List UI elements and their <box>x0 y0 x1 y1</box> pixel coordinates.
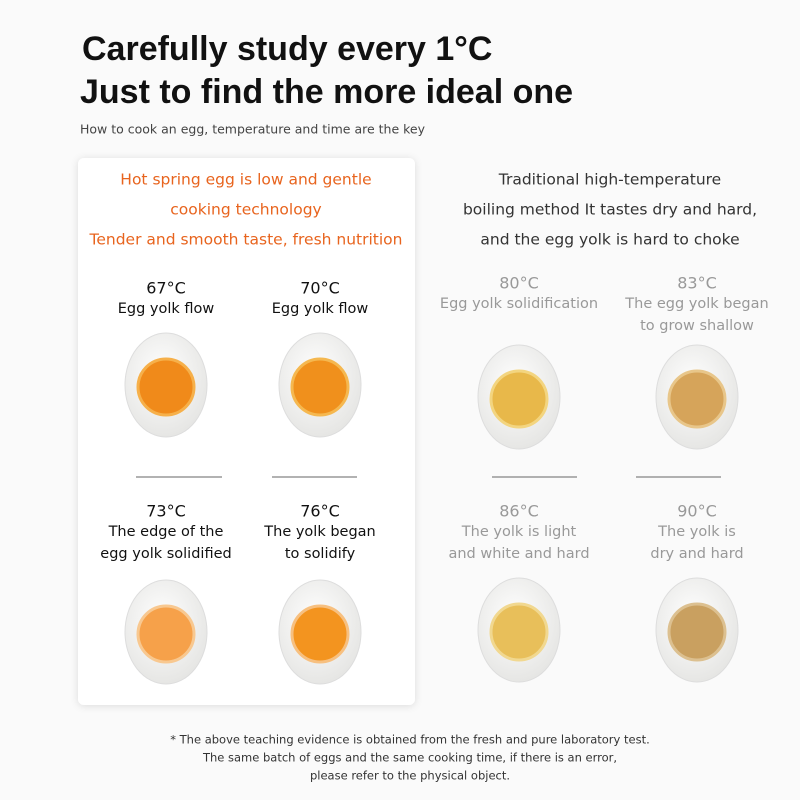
egg-temperature: 76°C <box>300 502 340 521</box>
egg-label: The egg yolk began <box>624 296 768 312</box>
egg-yolk <box>290 357 350 417</box>
egg-yolk <box>667 369 727 429</box>
footnote: * The above teaching evidence is obtaine… <box>170 733 650 747</box>
title-line: Carefully study every 1°C <box>82 30 492 68</box>
egg-label: and white and hard <box>448 546 589 562</box>
egg-label: Egg yolk flow <box>272 301 369 317</box>
panel-heading: boiling method It tastes dry and hard, <box>463 201 757 219</box>
egg-label: to solidify <box>285 546 356 562</box>
egg-yolk <box>136 357 196 417</box>
panel-heading: cooking technology <box>170 201 321 219</box>
subtitle: How to cook an egg, temperature and time… <box>80 122 426 137</box>
egg-label: Egg yolk flow <box>118 301 215 317</box>
panel-heading: and the egg yolk is hard to choke <box>480 231 739 249</box>
egg-label: dry and hard <box>650 546 743 562</box>
egg-yolk <box>667 602 727 662</box>
panel-heading: Hot spring egg is low and gentle <box>120 171 371 189</box>
panel-heading: Traditional high-temperature <box>498 171 721 189</box>
egg-label: Egg yolk solidification <box>440 296 598 312</box>
egg-temperature: 70°C <box>300 279 340 298</box>
footnote: The same batch of eggs and the same cook… <box>202 751 617 765</box>
egg-yolk <box>489 602 549 662</box>
egg-label: to grow shallow <box>640 318 754 334</box>
egg-label: The yolk is light <box>461 524 577 540</box>
egg-yolk <box>290 604 350 664</box>
egg-label: egg yolk solidified <box>100 546 231 562</box>
egg-yolk <box>489 369 549 429</box>
egg-temperature: 67°C <box>146 279 186 298</box>
egg-label: The edge of the <box>108 524 224 540</box>
egg-temperature: 90°C <box>677 502 717 521</box>
egg-label: The yolk is <box>657 524 736 540</box>
egg-temperature: 86°C <box>499 502 539 521</box>
panel-heading: Tender and smooth taste, fresh nutrition <box>89 231 403 249</box>
egg-temperature: 80°C <box>499 274 539 293</box>
egg-temperature: 83°C <box>677 274 717 293</box>
title-line: Just to find the more ideal one <box>80 73 573 111</box>
egg-temperature: 73°C <box>146 502 186 521</box>
egg-yolk <box>136 604 196 664</box>
left-card <box>78 158 415 705</box>
footnote: please refer to the physical object. <box>310 769 510 783</box>
egg-label: The yolk began <box>263 524 375 540</box>
